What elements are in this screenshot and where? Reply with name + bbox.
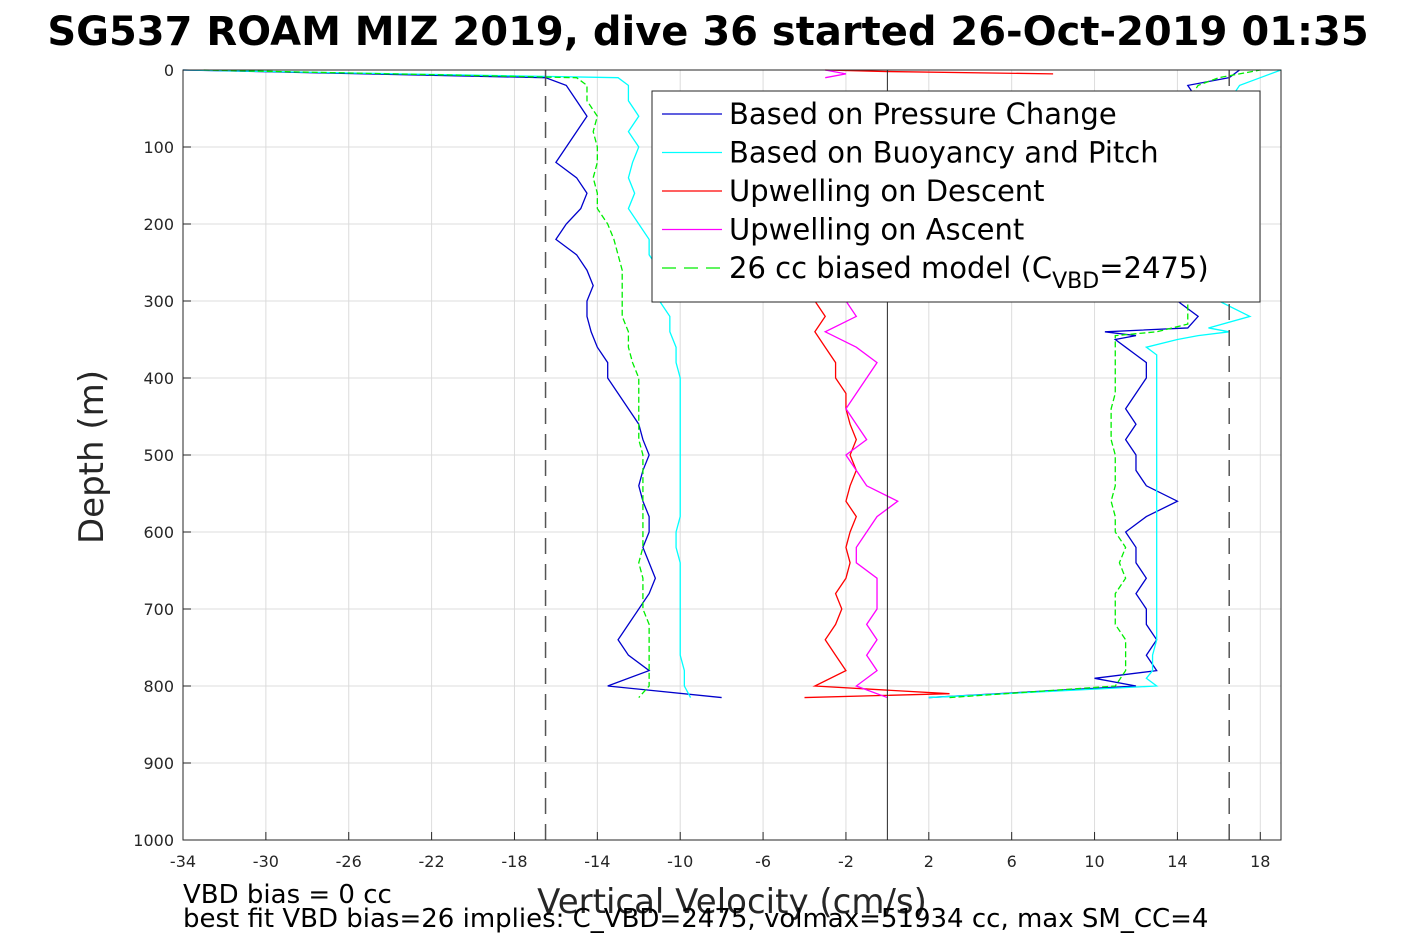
- x-tick-label: -2: [838, 852, 854, 871]
- series-3-line-segment: [825, 69, 847, 79]
- legend-box: [651, 90, 1261, 303]
- y-tick-label: 1000: [133, 831, 174, 850]
- series-2-line-segment: [825, 69, 1054, 75]
- x-tick-label: 14: [1167, 852, 1187, 871]
- x-tick-label: -34: [170, 852, 196, 871]
- y-tick-label: 300: [143, 292, 174, 311]
- y-tick-label: 0: [164, 61, 174, 80]
- y-tick-label: 800: [143, 677, 174, 696]
- y-tick-label: 100: [143, 138, 174, 157]
- series-4-line-descent: [203, 69, 650, 698]
- vbd-bias-annotation: VBD bias = 0 cc: [183, 880, 392, 910]
- x-tick-label: -18: [501, 852, 527, 871]
- x-tick-label: 10: [1084, 852, 1104, 871]
- y-axis-label: Depth (m): [72, 370, 112, 544]
- legend-label: 26 cc biased model (CVBD=2475): [729, 251, 1209, 294]
- legend: Based on Pressure Change Based on Buoyanc…: [651, 90, 1261, 303]
- legend-label: Based on Pressure Change: [729, 97, 1117, 131]
- x-tick-label: -10: [667, 852, 693, 871]
- x-tick-label: 6: [1007, 852, 1017, 871]
- series-0-line-descent: [182, 69, 722, 699]
- series-3-line-segment: [823, 300, 899, 699]
- y-tick-label: 600: [143, 523, 174, 542]
- y-tick-label: 900: [143, 754, 174, 773]
- y-tick-label: 500: [143, 446, 174, 465]
- legend-label: Based on Buoyancy and Pitch: [729, 136, 1159, 170]
- x-tick-label: 18: [1250, 852, 1270, 871]
- x-axis-label: Vertical Velocity (cm/s): [537, 882, 927, 922]
- x-tick-label: -14: [584, 852, 610, 871]
- legend-label: Upwelling on Ascent: [729, 213, 1024, 247]
- best-fit-annotation: best fit VBD bias=26 implies: C_VBD=2475…: [183, 904, 1208, 934]
- series-2-line-segment: [804, 300, 950, 699]
- x-tick-label: -26: [336, 852, 362, 871]
- x-tick-label: -6: [755, 852, 771, 871]
- x-tick-label: 2: [924, 852, 934, 871]
- y-tick-label: 200: [143, 215, 174, 234]
- x-tick-label: -30: [253, 852, 279, 871]
- chart-title: SG537 ROAM MIZ 2019, dive 36 started 26-…: [47, 9, 1368, 55]
- legend-label: Upwelling on Descent: [729, 174, 1045, 208]
- x-tick-label: -22: [419, 852, 445, 871]
- x-axis-ticks: -34 -30 -26 -22 -18 -14 -10 -6 -2 2 6 10 14 18: [170, 832, 1270, 871]
- y-tick-label: 700: [143, 600, 174, 619]
- y-axis-ticks: 0 100 200 300 400 500 600 700 800 900 1000: [133, 61, 191, 850]
- series-1-line-descent: [182, 69, 692, 698]
- y-tick-label: 400: [143, 369, 174, 388]
- series-4-line-ascent: [949, 69, 1261, 699]
